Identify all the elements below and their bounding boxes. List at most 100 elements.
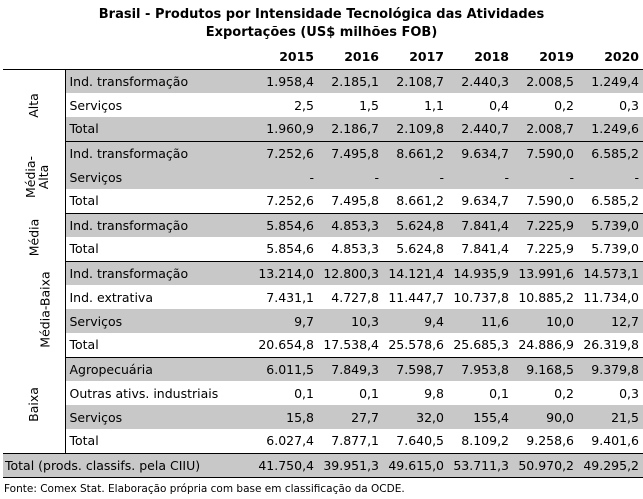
cell-value: 27,7 xyxy=(318,405,383,429)
row-label: Total xyxy=(69,433,99,449)
year-header: 2017 xyxy=(383,45,448,70)
row-label: Ind. transformação xyxy=(65,141,253,165)
table-row: Média-Alta Ind. transformação 7.252,6 7.… xyxy=(3,141,643,213)
row-label: Serviços xyxy=(65,309,253,333)
cell-value: 13.214,0 xyxy=(253,261,318,285)
cell-value: 7.841,4 xyxy=(448,237,513,262)
cell-value: 9.401,6 xyxy=(591,433,639,449)
row-label: Ind. transformação xyxy=(65,213,253,237)
cell-value: 8.109,2 xyxy=(461,433,509,449)
cell-value: - xyxy=(448,165,513,189)
cell-value: 1.249,6 xyxy=(578,117,643,142)
cell-value: 7.953,8 xyxy=(448,357,513,381)
cell-value: 2.008,5 xyxy=(513,69,578,93)
cell-value: 155,4 xyxy=(448,405,513,429)
table-row: Ind. extrativa 7.431,1 4.727,8 11.447,7 … xyxy=(3,285,643,309)
cell-value: - xyxy=(383,165,448,189)
cell-value: 2.440,7 xyxy=(448,117,513,142)
table-row: Média Ind. transformação 5.854,6 4.853,3… xyxy=(3,213,643,261)
cell-value: 7.495,8 xyxy=(318,189,383,214)
row-label: Ind. transformação xyxy=(65,69,253,93)
cell-value: 11.734,0 xyxy=(583,289,639,305)
row-label: Ind. transformação xyxy=(65,261,253,285)
cell-value: 5.739,0 xyxy=(578,237,643,262)
year-header: 2019 xyxy=(513,45,578,70)
row-label: Serviços xyxy=(69,97,123,113)
cell-value: 5.854,6 xyxy=(253,237,318,262)
cell-value: 7.877,1 xyxy=(331,433,379,449)
grand-total-label: Total (prods. classifs. pela CIIU) xyxy=(3,452,253,478)
cell-value: 14.935,9 xyxy=(448,261,513,285)
cell-value: 0,1 xyxy=(489,385,509,401)
cell-value: - xyxy=(318,165,383,189)
cell-value: 53.711,3 xyxy=(448,452,513,478)
cell-value: 7.598,7 xyxy=(383,357,448,381)
cell-value: 2.440,3 xyxy=(448,69,513,93)
row-label: Total xyxy=(65,237,253,262)
table-title: Brasil - Produtos por Intensidade Tecnol… xyxy=(0,6,643,42)
row-label: Total xyxy=(65,189,253,214)
cell-value: 14.573,1 xyxy=(578,261,643,285)
row-label: Outras ativs. industriais xyxy=(69,385,219,401)
cell-value: 90,0 xyxy=(513,405,578,429)
cell-value: 2,5 xyxy=(294,97,314,113)
table-row: Alta Ind. transformação 1.958,4 2.185,1 … xyxy=(3,69,643,141)
year-header: 2018 xyxy=(448,45,513,70)
cell-value: 2.186,7 xyxy=(318,117,383,142)
cell-value: 9,8 xyxy=(424,385,444,401)
cell-value: 9,7 xyxy=(253,309,318,333)
cell-value: 7.225,9 xyxy=(513,237,578,262)
row-label: Serviços xyxy=(65,405,253,429)
cell-value: 6.011,5 xyxy=(253,357,318,381)
header-blank xyxy=(3,45,253,70)
cell-value: 41.750,4 xyxy=(253,452,318,478)
header-row: 2015 2016 2017 2018 2019 2020 xyxy=(3,45,643,70)
cell-value: 7.252,6 xyxy=(253,141,318,165)
cell-value: - xyxy=(253,165,318,189)
cell-value: 12.800,3 xyxy=(318,261,383,285)
cell-value: 5.739,0 xyxy=(578,213,643,237)
row-label: Total xyxy=(65,333,253,358)
cell-value: 6.585,2 xyxy=(578,141,643,165)
cell-value: 0,2 xyxy=(554,97,574,113)
group-label-media-baixa: Média-Baixa xyxy=(3,261,66,357)
year-header: 2015 xyxy=(253,45,318,70)
title-line-1: Brasil - Produtos por Intensidade Tecnol… xyxy=(98,7,545,22)
cell-value: 10,3 xyxy=(318,309,383,333)
cell-value: 8.661,2 xyxy=(383,189,448,214)
cell-value: 0,3 xyxy=(619,385,639,401)
cell-value: 17.538,4 xyxy=(318,333,383,358)
year-header: 2016 xyxy=(318,45,383,70)
year-header: 2020 xyxy=(578,45,643,70)
cell-value: - xyxy=(513,165,578,189)
cell-value: 6.585,2 xyxy=(578,189,643,214)
cell-value: 24.886,9 xyxy=(513,333,578,358)
row-label: Total xyxy=(65,117,253,142)
cell-value: 7.849,3 xyxy=(318,357,383,381)
cell-value: 5.624,8 xyxy=(383,213,448,237)
cell-value: 32,0 xyxy=(383,405,448,429)
cell-value: 49.295,2 xyxy=(578,452,643,478)
cell-value: 11,6 xyxy=(448,309,513,333)
cell-value: 9,4 xyxy=(383,309,448,333)
cell-value: 8.661,2 xyxy=(383,141,448,165)
cell-value: 9.634,7 xyxy=(448,189,513,214)
group-label-media-alta: Média-Alta xyxy=(3,141,66,213)
cell-value: 0,4 xyxy=(489,97,509,113)
cell-value: 4.853,3 xyxy=(318,237,383,262)
cell-value: - xyxy=(578,165,643,189)
cell-value: 0,2 xyxy=(554,385,574,401)
cell-value: 5.854,6 xyxy=(253,213,318,237)
cell-value: 2.108,7 xyxy=(383,69,448,93)
table-row: Serviços 2,5 1,5 1,1 0,4 0,2 0,3 xyxy=(3,93,643,117)
cell-value: 0,3 xyxy=(619,97,639,113)
group-label-baixa: Baixa xyxy=(3,357,66,453)
table-row-total: Total 5.854,6 4.853,3 5.624,8 7.841,4 7.… xyxy=(3,237,643,262)
cell-value: 10.885,2 xyxy=(518,289,574,305)
cell-value: 2.109,8 xyxy=(383,117,448,142)
cell-value: 4.727,8 xyxy=(331,289,379,305)
cell-value: 7.590,0 xyxy=(513,141,578,165)
group-label-alta: Alta xyxy=(3,69,66,141)
cell-value: 10,0 xyxy=(513,309,578,333)
cell-value: 10.737,8 xyxy=(453,289,509,305)
